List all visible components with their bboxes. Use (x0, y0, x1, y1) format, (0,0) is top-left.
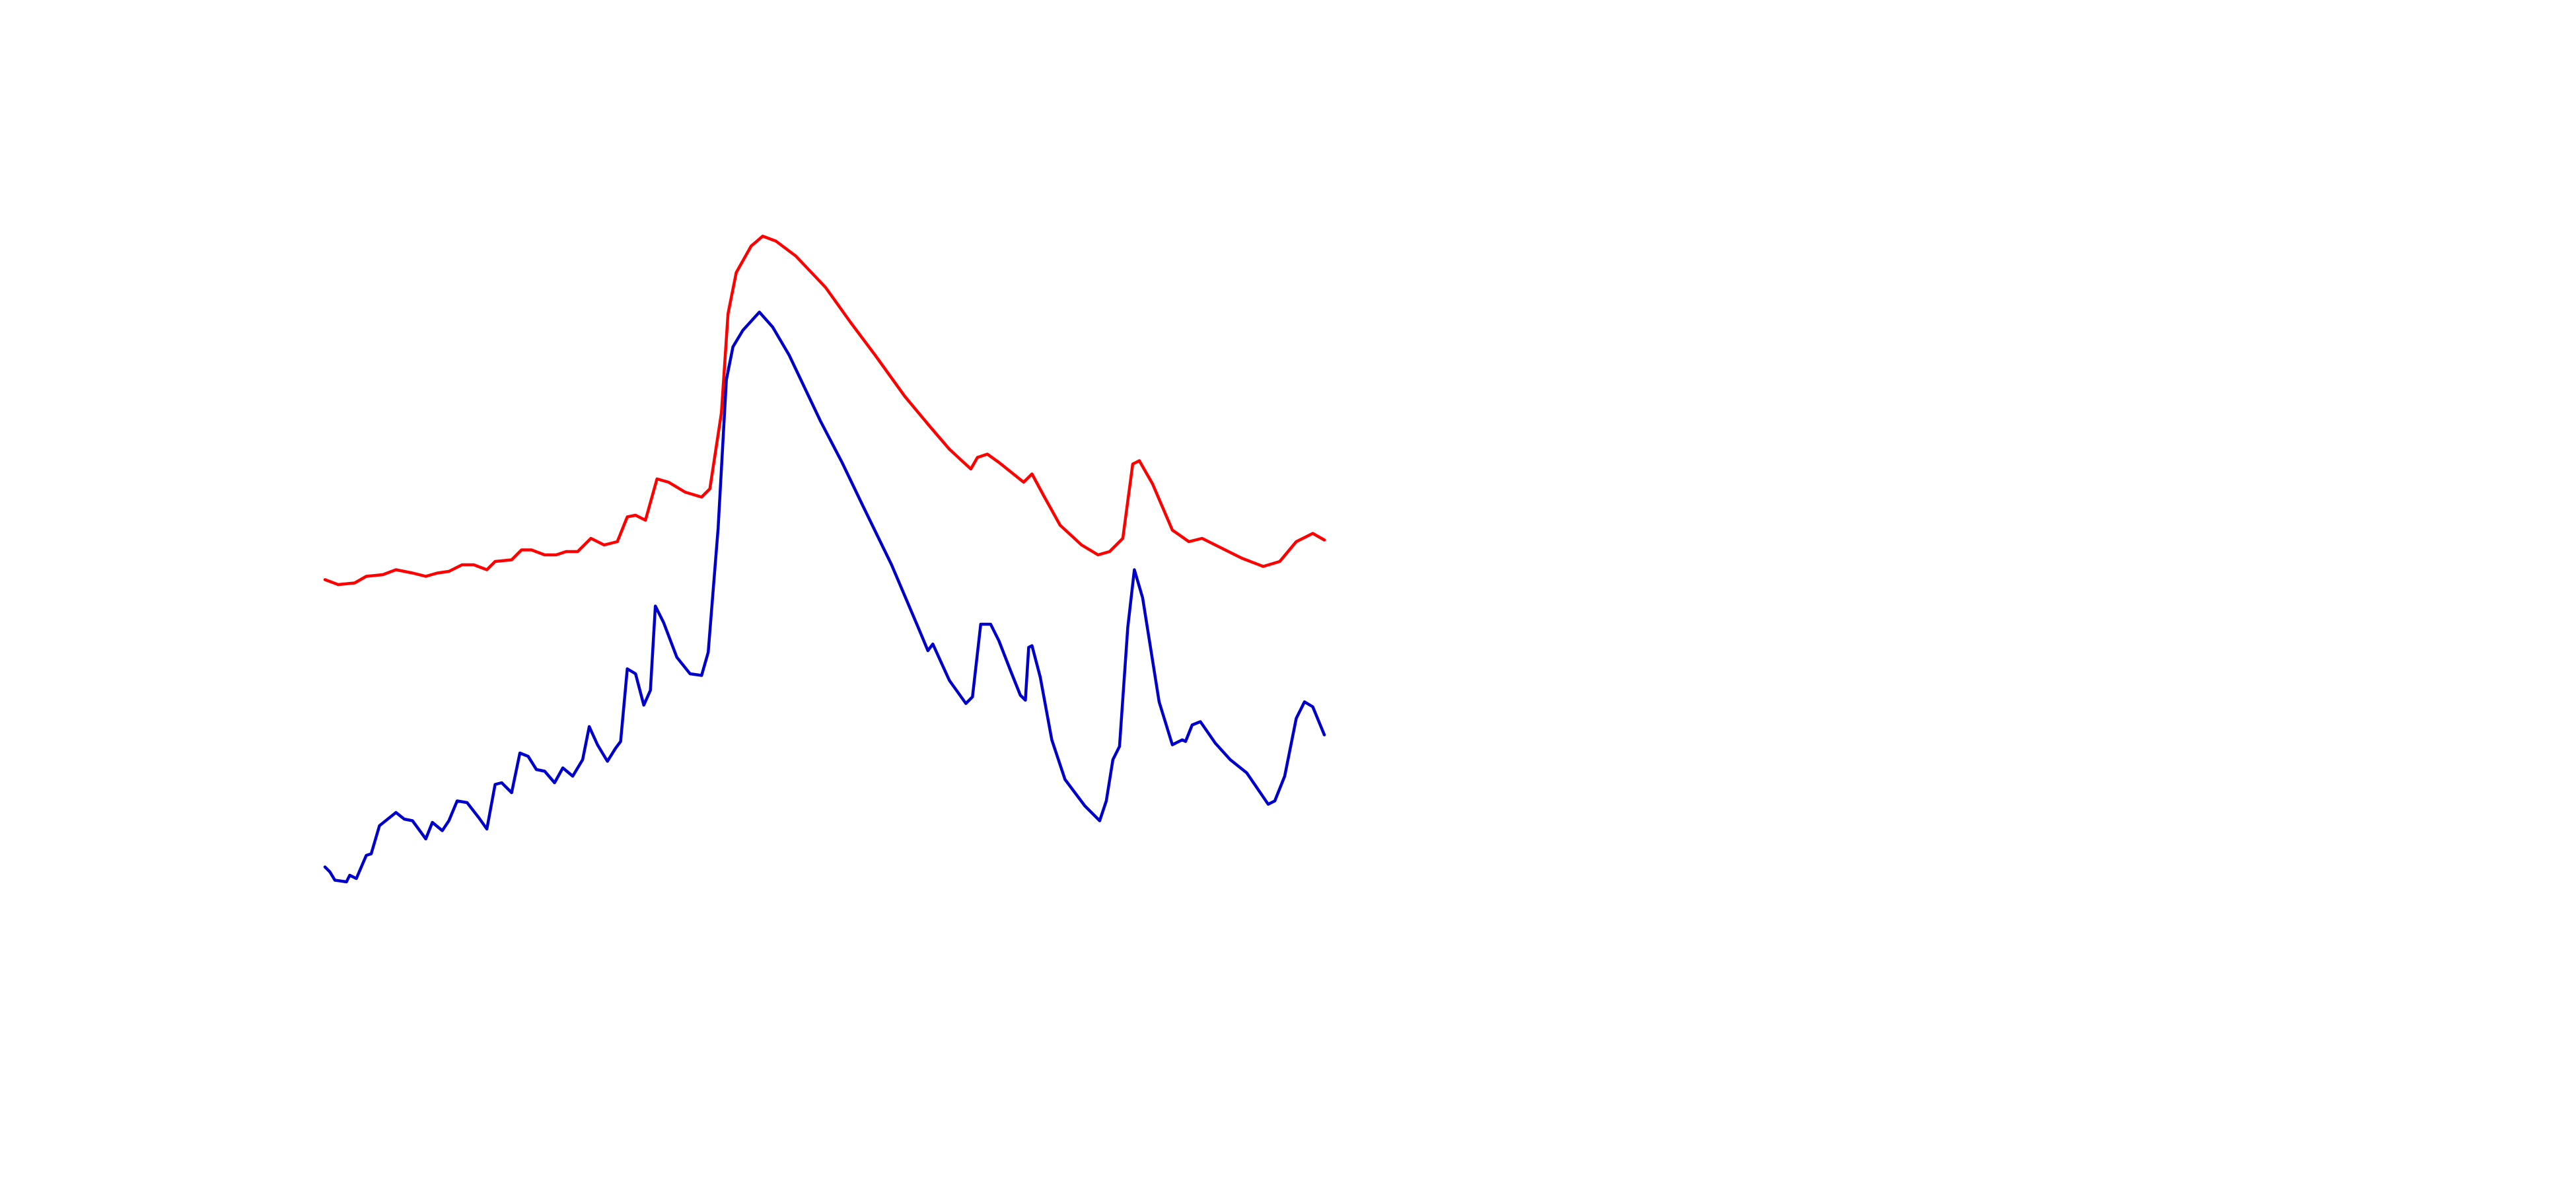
data-line (323, 310, 1326, 884)
data-line (323, 234, 1326, 587)
